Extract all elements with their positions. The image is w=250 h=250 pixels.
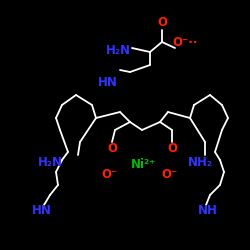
Text: Ni²⁺: Ni²⁺ bbox=[130, 158, 156, 170]
Text: O: O bbox=[157, 16, 167, 28]
Text: HN: HN bbox=[32, 204, 52, 216]
Text: NH₂: NH₂ bbox=[188, 156, 212, 168]
Text: H₂N: H₂N bbox=[106, 44, 130, 57]
Text: O: O bbox=[107, 142, 117, 154]
Text: O⁻··: O⁻·· bbox=[172, 36, 198, 49]
Text: O⁻: O⁻ bbox=[162, 168, 178, 181]
Text: H₂N: H₂N bbox=[38, 156, 62, 168]
Text: HN: HN bbox=[98, 76, 118, 88]
Text: O⁻: O⁻ bbox=[102, 168, 118, 181]
Text: O: O bbox=[167, 142, 177, 154]
Text: NH: NH bbox=[198, 204, 218, 216]
